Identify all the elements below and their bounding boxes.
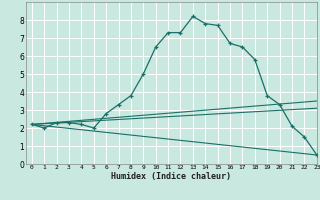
- X-axis label: Humidex (Indice chaleur): Humidex (Indice chaleur): [111, 172, 231, 181]
